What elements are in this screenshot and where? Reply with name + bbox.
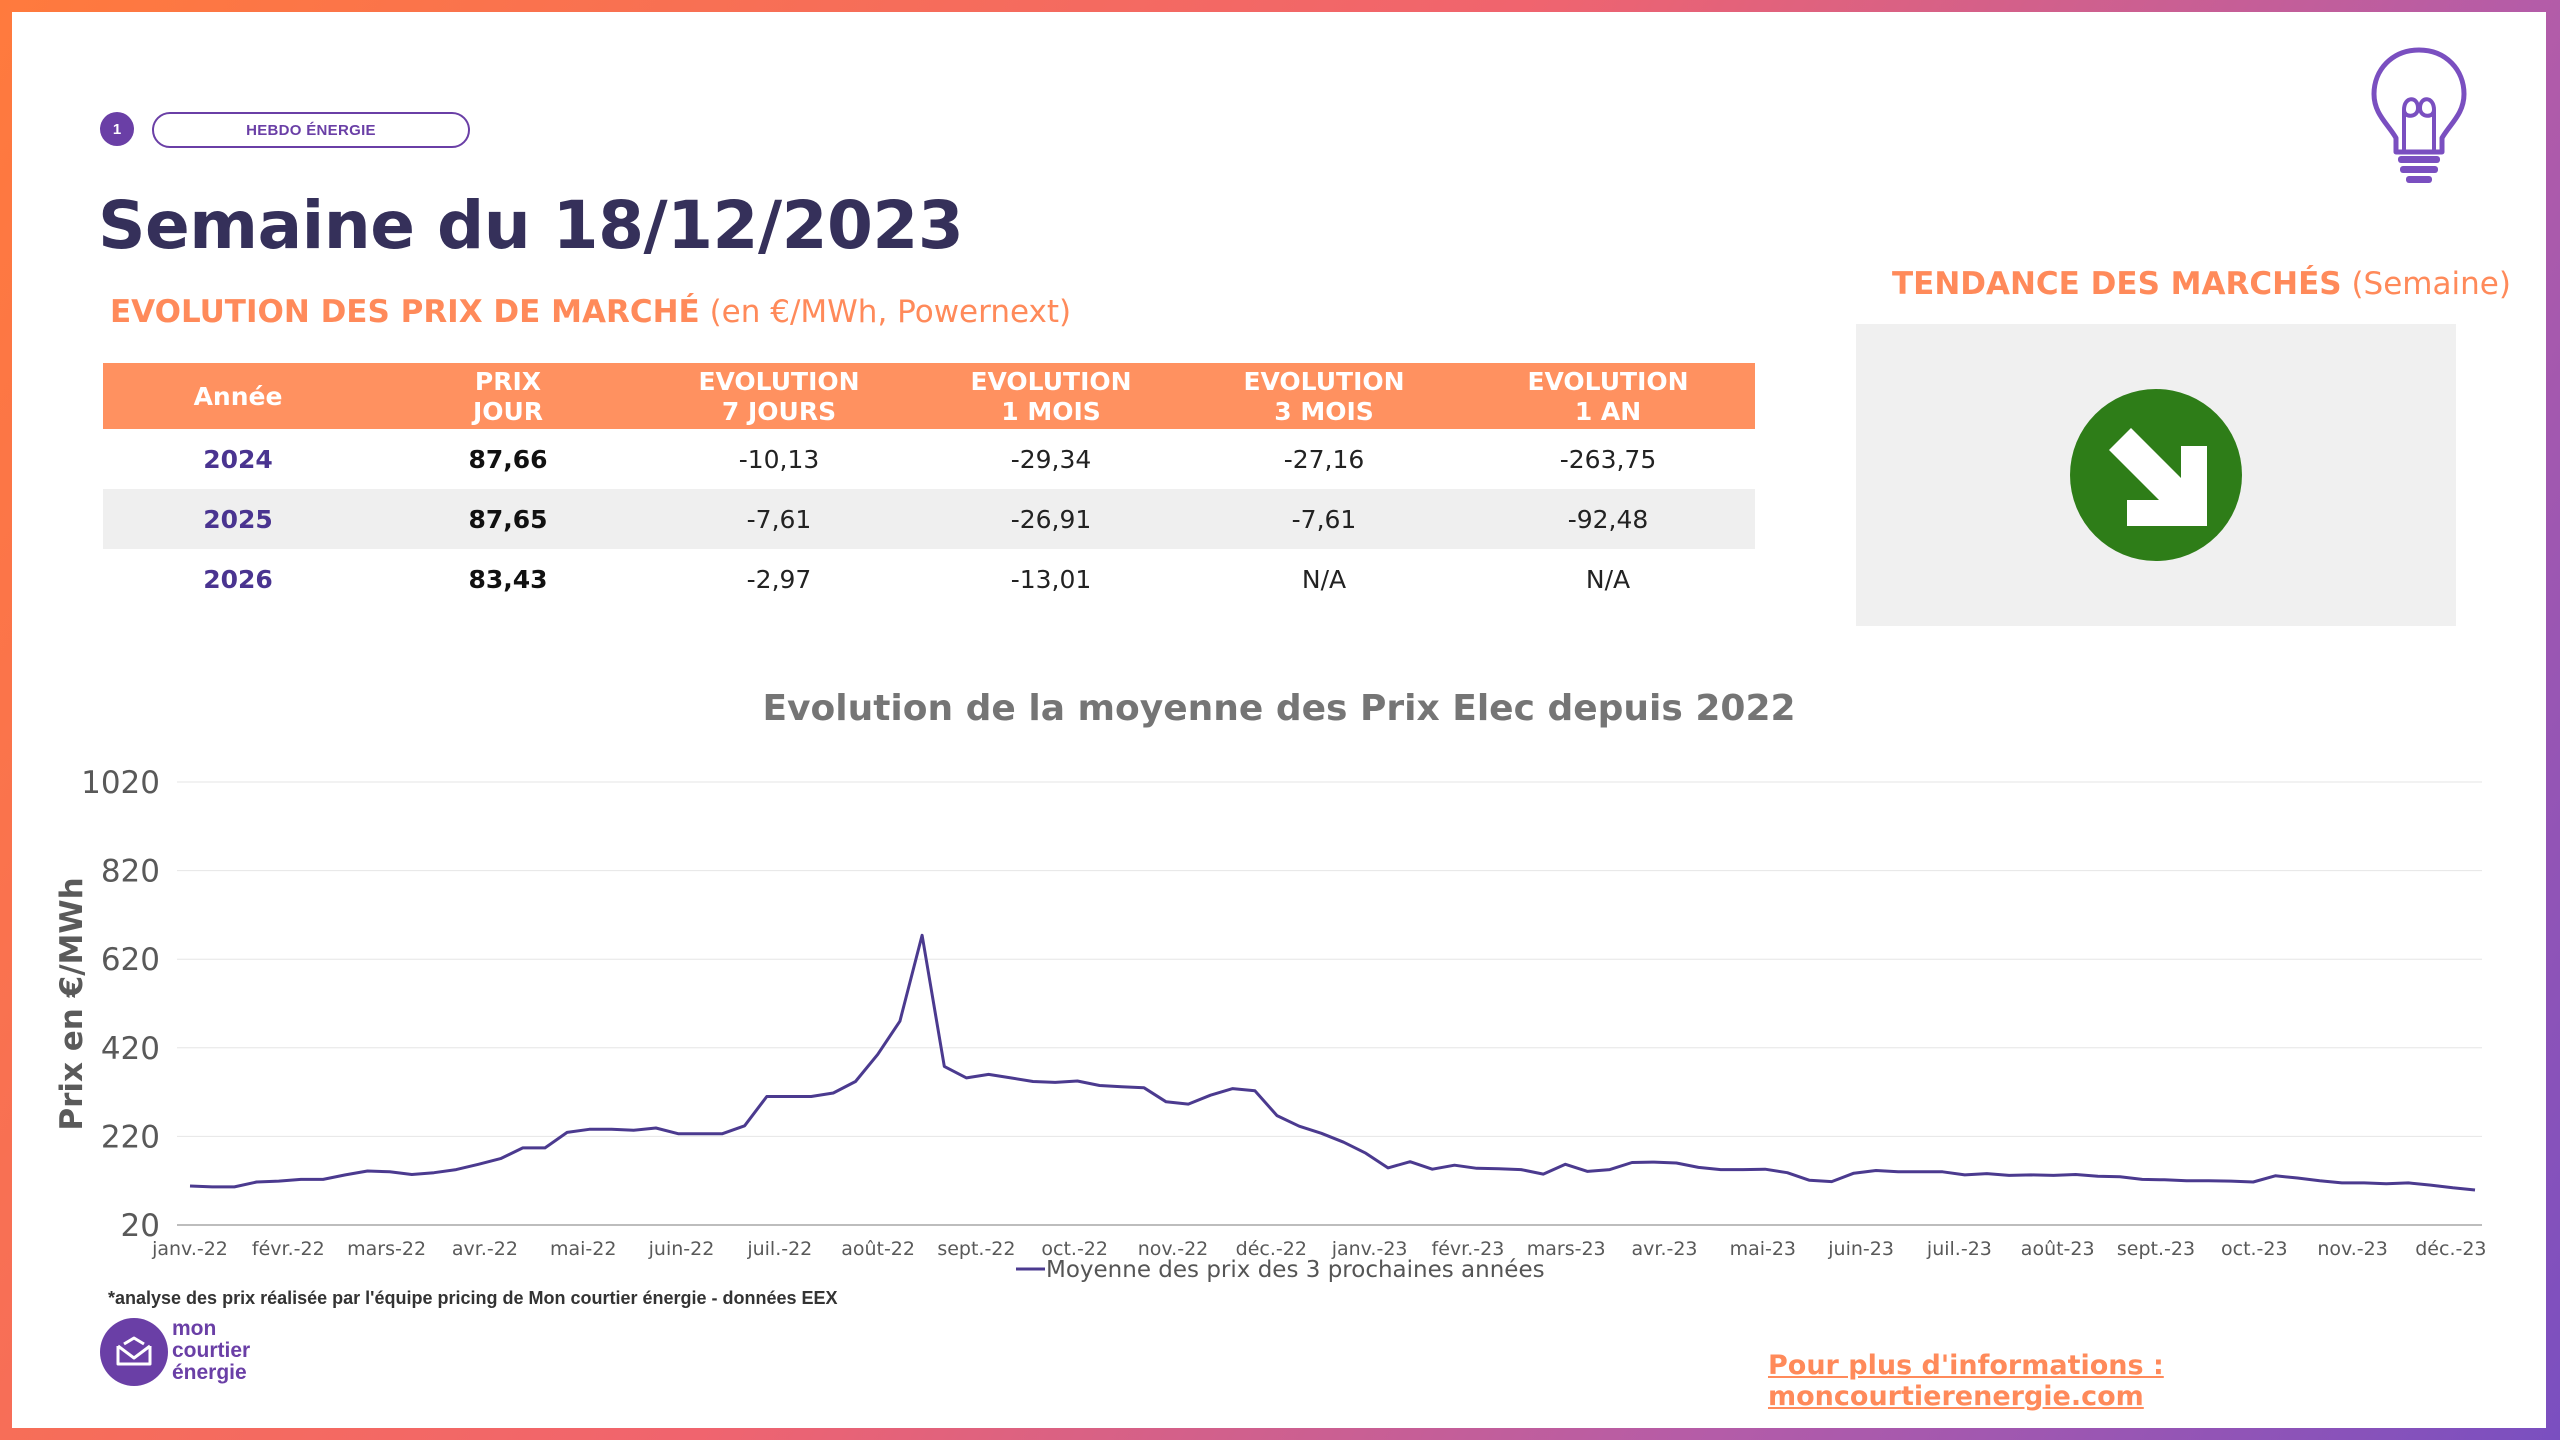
x-tick-label: août-23 [2021,1238,2095,1260]
x-tick-label: févr.-23 [1432,1238,1505,1260]
y-tick-label: 220 [101,1119,160,1155]
cell-prix: 87,65 [373,489,643,549]
x-tick-label: nov.-23 [2317,1238,2388,1260]
cell-evo-7j: -7,61 [643,489,915,549]
y-tick-label: 620 [101,942,160,978]
table-row: 2026 83,43 -2,97 -13,01 N/A N/A [103,549,1755,609]
x-tick-label: mars-23 [1527,1238,1606,1260]
y-tick-label: 1020 [81,765,160,801]
x-tick-label: déc.-23 [2415,1238,2486,1260]
x-tick-label: oct.-23 [2221,1238,2288,1260]
col-header-prix: PRIX JOUR [373,363,643,429]
table-header-row: Année PRIX JOUR EVOLUTION 7 JOURS EVOLUTIO… [103,363,1755,429]
legend-label: Moyenne des prix des 3 prochaines années [1046,1257,1545,1283]
x-tick-label: mai-22 [550,1238,616,1260]
trend-panel [1856,324,2456,626]
cell-evo-1m: -13,01 [1010,564,1092,594]
x-tick-label: avr.-22 [452,1238,518,1260]
cell-year: 2025 [103,489,373,549]
logo-line-1: mon [172,1317,217,1340]
cell-evo-7j: -2,97 [746,564,812,594]
x-tick-label: déc.-22 [1236,1238,1307,1260]
x-tick-label: nov.-22 [1138,1238,1209,1260]
cell-evo-3m: N/A [1301,564,1347,594]
table-row: 2025 87,65 -7,61 -26,91 -7,61 -92,48 [103,489,1755,549]
page-number-badge: 1 [100,112,134,146]
footnote: *analyse des prix réalisée par l'équipe … [108,1288,838,1308]
envelope-icon [116,1336,152,1366]
cell-evo-7j: -10,13 [738,444,820,474]
logo-wordmark: mon courtier énergie [172,1318,250,1384]
x-tick-label: janv.-22 [151,1238,228,1260]
x-tick-label: sept.-22 [937,1238,1015,1260]
cell-evo-1a: N/A [1585,564,1631,594]
x-tick-label: avr.-23 [1631,1238,1697,1260]
cell-prix: 83,43 [468,564,548,594]
table-row: 2024 87,66 -10,13 -29,34 -27,16 -263,75 [103,429,1755,489]
cell-evo-1m: -26,91 [915,489,1187,549]
y-tick-label: 820 [101,854,160,890]
x-tick-label: mai-23 [1730,1238,1796,1260]
cell-evo-1a: -263,75 [1559,444,1657,474]
hebdo-badge: HEBDO ÉNERGIE [152,112,470,148]
info-link[interactable]: Pour plus d'informations : moncourtieren… [1768,1350,2164,1412]
x-tick-label: févr.-22 [252,1238,325,1260]
cell-evo-1a: -92,48 [1461,489,1755,549]
cell-evo-3m: -27,16 [1283,444,1365,474]
x-tick-label: oct.-22 [1041,1238,1108,1260]
trend-section-period: (Semaine) [2351,266,2511,302]
hebdo-badge-label: HEBDO ÉNERGIE [246,121,376,139]
x-tick-label: juil.-22 [746,1238,812,1260]
trend-section-heading: TENDANCE DES MARCHÉS [1892,266,2342,302]
series-line-moyenne [189,933,2476,1192]
price-table: Année PRIX JOUR EVOLUTION 7 JOURS EVOLUTIO… [103,363,1755,609]
prices-section-title: EVOLUTION DES PRIX DE MARCHÉ (en €/MWh, … [110,294,1071,330]
chart-title: Evolution de la moyenne des Prix Elec de… [762,688,1796,729]
slide: 1 HEBDO ÉNERGIE Semaine du 18/12/2023 EV… [12,12,2546,1428]
prices-section-unit: (en €/MWh, Powernext) [709,294,1072,330]
col-header-annee: Année [103,363,373,429]
page-title: Semaine du 18/12/2023 [98,187,964,264]
y-axis-label: Prix en €/MWh [54,877,90,1130]
col-header-evo-3m: EVOLUTION 3 MOIS [1187,363,1461,429]
chart-legend: Moyenne des prix des 3 prochaines années [1016,1257,1545,1283]
cell-prix: 87,66 [468,444,548,474]
x-tick-label: janv.-23 [1331,1238,1408,1260]
price-line-chart: 1020 820 620 420 220 20 janv.-22 févr.-22 mars-… [54,765,2487,1283]
x-tick-label: juil.-23 [1926,1238,1992,1260]
logo-line-2: courtier [172,1339,251,1362]
col-header-evo-1a: EVOLUTION 1 AN [1461,363,1755,429]
x-tick-label: juin-22 [648,1238,715,1260]
prices-section-heading: EVOLUTION DES PRIX DE MARCHÉ [110,294,700,330]
arrow-down-right-icon [2070,389,2242,561]
cell-evo-3m: -7,61 [1187,489,1461,549]
logo-mark [100,1318,168,1386]
x-tick-label: sept.-23 [2117,1238,2195,1260]
y-tick-label: 420 [101,1031,160,1067]
cell-evo-1m: -29,34 [1010,444,1092,474]
x-tick-label: mars-22 [347,1238,426,1260]
col-header-evo-7j: EVOLUTION 7 JOURS [643,363,915,429]
page-number: 1 [112,120,122,138]
lightbulb-icon [2371,47,2467,183]
cell-year: 2024 [203,444,273,474]
cell-year: 2026 [203,564,273,594]
logo-line-3: énergie [172,1361,247,1384]
y-tick-label: 20 [121,1208,160,1244]
col-header-evo-1m: EVOLUTION 1 MOIS [915,363,1187,429]
trend-section-title: TENDANCE DES MARCHÉS (Semaine) [1892,266,2511,302]
x-tick-label: juin-23 [1827,1238,1894,1260]
x-tick-label: août-22 [841,1238,915,1260]
